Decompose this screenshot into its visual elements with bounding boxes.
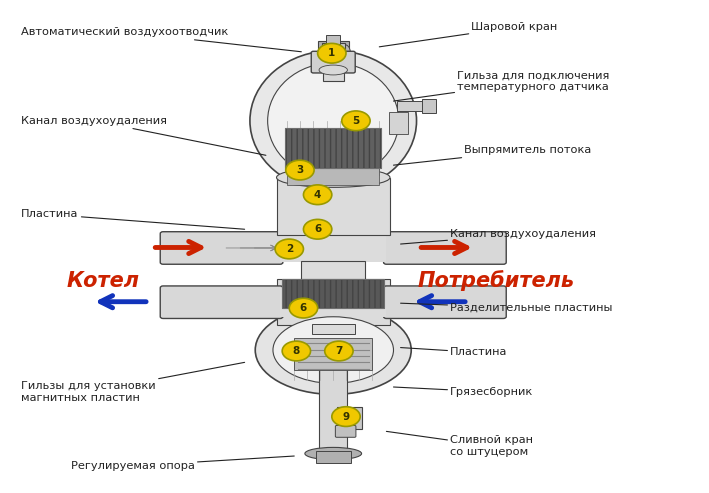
Text: 7: 7 [335, 346, 342, 356]
Bar [285, 128, 381, 168]
Bar [282, 279, 384, 308]
Bar [422, 99, 436, 113]
Text: Пластина: Пластина [401, 348, 508, 357]
Circle shape [289, 298, 318, 318]
Bar [323, 51, 344, 81]
Ellipse shape [337, 44, 350, 59]
Text: Канал воздухоудаления: Канал воздухоудаления [401, 229, 596, 244]
Bar [280, 234, 386, 262]
Text: Гильза для подключения
температурного датчика: Гильза для подключения температурного да… [393, 70, 610, 101]
FancyBboxPatch shape [311, 51, 355, 73]
Ellipse shape [319, 65, 347, 75]
Circle shape [318, 43, 346, 63]
Text: Потребитель: Потребитель [418, 271, 575, 291]
Circle shape [282, 341, 311, 361]
Circle shape [275, 239, 303, 259]
Bar [326, 35, 340, 44]
Bar [318, 41, 349, 55]
Circle shape [303, 185, 332, 205]
Text: Шаровой кран: Шаровой кран [379, 22, 558, 47]
Text: Грязесборник: Грязесборник [393, 387, 533, 397]
Bar [277, 279, 390, 325]
Text: 2: 2 [286, 244, 293, 254]
FancyBboxPatch shape [160, 286, 283, 318]
Bar [389, 112, 408, 134]
FancyBboxPatch shape [384, 232, 506, 264]
Text: Сливной кран
со штуцером: Сливной кран со штуцером [386, 431, 533, 457]
Text: Пластина: Пластина [21, 210, 245, 229]
Circle shape [325, 341, 353, 361]
Bar [287, 165, 379, 185]
Bar [280, 288, 386, 317]
Bar [285, 128, 381, 168]
Ellipse shape [277, 168, 390, 187]
Text: 3: 3 [296, 165, 303, 175]
Text: 8: 8 [293, 346, 300, 356]
Ellipse shape [250, 51, 416, 191]
Text: 1: 1 [328, 48, 335, 58]
Text: Канал воздухоудаления: Канал воздухоудаления [21, 116, 266, 155]
Text: Гильзы для установки
магнитных пластин: Гильзы для установки магнитных пластин [21, 362, 245, 403]
Text: Автоматический воздухоотводчик: Автоматический воздухоотводчик [21, 27, 301, 52]
Bar [316, 451, 351, 463]
Bar [282, 279, 384, 308]
Bar [294, 338, 372, 370]
FancyBboxPatch shape [384, 286, 506, 318]
Text: 9: 9 [342, 412, 350, 422]
Text: 6: 6 [314, 224, 321, 234]
FancyBboxPatch shape [335, 425, 356, 437]
Bar [301, 261, 365, 281]
Ellipse shape [255, 306, 411, 394]
Text: Выпрямитель потока: Выпрямитель потока [393, 145, 591, 165]
Bar [277, 178, 390, 235]
Circle shape [303, 219, 332, 239]
Circle shape [332, 407, 360, 426]
Bar [397, 101, 425, 111]
FancyBboxPatch shape [160, 232, 283, 264]
Text: Регулируемая опора: Регулируемая опора [71, 456, 294, 471]
Bar [312, 324, 354, 334]
Text: 4: 4 [314, 190, 321, 200]
Ellipse shape [305, 448, 362, 459]
Text: Разделительные пластины: Разделительные пластины [401, 303, 613, 313]
Bar [322, 43, 345, 54]
Text: 6: 6 [300, 303, 307, 313]
Bar [337, 407, 362, 429]
Text: 5: 5 [352, 116, 359, 126]
Ellipse shape [267, 63, 398, 179]
Ellipse shape [273, 317, 393, 384]
Circle shape [286, 160, 314, 180]
Bar [319, 350, 347, 451]
Text: Котел: Котел [67, 271, 139, 291]
Circle shape [342, 111, 370, 131]
